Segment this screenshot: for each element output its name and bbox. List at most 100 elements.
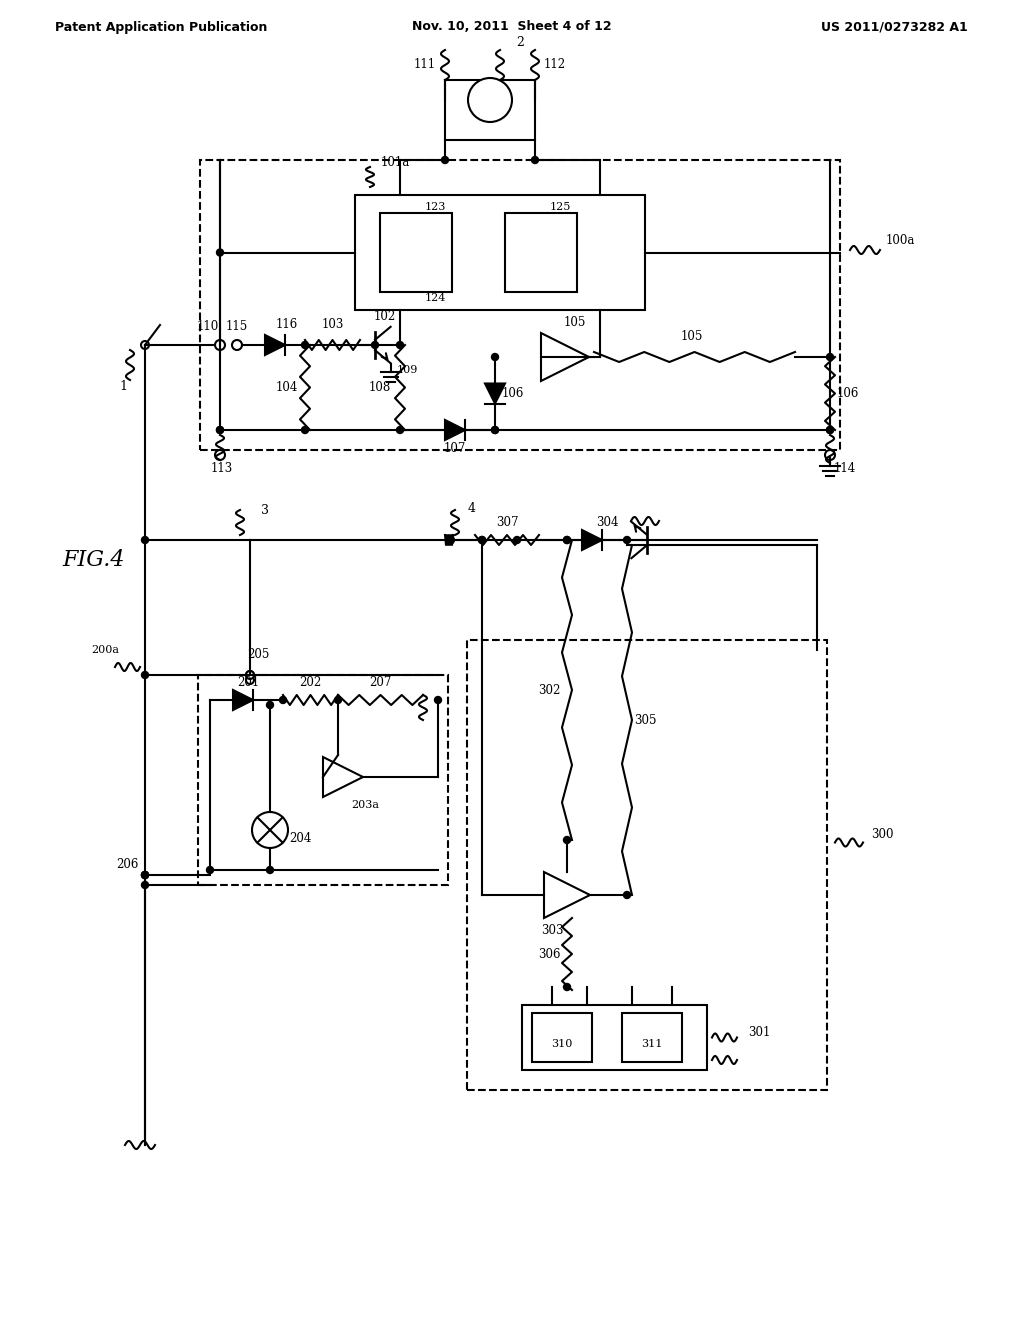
Circle shape <box>252 812 288 847</box>
Text: Patent Application Publication: Patent Application Publication <box>55 21 267 33</box>
Circle shape <box>216 426 223 433</box>
Circle shape <box>492 426 499 433</box>
Polygon shape <box>233 690 253 710</box>
Circle shape <box>280 697 287 704</box>
Circle shape <box>826 426 834 433</box>
Text: 207: 207 <box>370 676 392 689</box>
Text: 206: 206 <box>116 858 138 871</box>
Circle shape <box>141 882 148 888</box>
Circle shape <box>141 536 148 544</box>
Bar <box>445 81 535 140</box>
Circle shape <box>266 701 273 709</box>
Bar <box>467 640 827 1090</box>
Text: 300: 300 <box>870 828 893 841</box>
Circle shape <box>246 676 254 684</box>
Circle shape <box>563 536 570 544</box>
Text: 125: 125 <box>549 202 570 213</box>
Text: 123: 123 <box>424 202 445 213</box>
Text: 304: 304 <box>596 516 618 528</box>
Circle shape <box>215 341 225 350</box>
Circle shape <box>446 536 454 544</box>
Text: 106: 106 <box>837 387 859 400</box>
Text: 116: 116 <box>275 318 298 331</box>
Text: 108: 108 <box>369 381 391 393</box>
Circle shape <box>246 671 254 678</box>
Text: 102: 102 <box>374 310 396 323</box>
Text: 200a: 200a <box>91 645 119 655</box>
Circle shape <box>825 450 835 459</box>
Text: 112: 112 <box>544 58 566 71</box>
Bar <box>522 1005 707 1071</box>
Circle shape <box>335 697 341 704</box>
Circle shape <box>141 871 148 879</box>
Circle shape <box>434 697 441 704</box>
Bar <box>355 195 645 310</box>
Circle shape <box>141 871 148 879</box>
Text: 101a: 101a <box>380 157 410 169</box>
Circle shape <box>372 342 379 348</box>
Bar <box>622 1012 682 1063</box>
Bar <box>380 213 452 292</box>
Text: 114: 114 <box>834 462 856 474</box>
Text: 4: 4 <box>468 502 476 515</box>
Circle shape <box>301 342 308 348</box>
Circle shape <box>441 157 449 164</box>
Text: 105: 105 <box>564 315 586 329</box>
Text: 1: 1 <box>119 380 127 393</box>
Text: 2: 2 <box>516 37 524 49</box>
Circle shape <box>468 78 512 121</box>
Text: 111: 111 <box>414 58 436 71</box>
Text: 105: 105 <box>681 330 703 343</box>
Circle shape <box>247 672 254 678</box>
Text: 203a: 203a <box>351 800 379 810</box>
Text: 310: 310 <box>551 1039 572 1049</box>
Text: 104: 104 <box>275 381 298 393</box>
Text: 100a: 100a <box>886 234 914 247</box>
Text: 305: 305 <box>634 714 656 726</box>
Circle shape <box>478 536 485 544</box>
Circle shape <box>215 450 225 459</box>
Circle shape <box>216 249 223 256</box>
Text: 124: 124 <box>424 293 445 304</box>
Circle shape <box>207 866 213 874</box>
Polygon shape <box>541 333 589 381</box>
Text: 107: 107 <box>443 441 466 454</box>
Text: 204: 204 <box>289 832 311 845</box>
Text: 302: 302 <box>538 684 560 697</box>
Circle shape <box>624 891 631 899</box>
Circle shape <box>141 672 148 678</box>
Circle shape <box>826 426 834 433</box>
Circle shape <box>624 536 631 544</box>
Text: 311: 311 <box>641 1039 663 1049</box>
Circle shape <box>563 837 570 843</box>
Circle shape <box>513 536 520 544</box>
Circle shape <box>563 536 570 544</box>
Polygon shape <box>485 384 505 404</box>
Circle shape <box>492 426 499 433</box>
Bar <box>532 1012 592 1063</box>
Circle shape <box>266 866 273 874</box>
Bar <box>198 675 449 884</box>
Text: 303: 303 <box>541 924 563 936</box>
Polygon shape <box>544 873 590 917</box>
Text: Nov. 10, 2011  Sheet 4 of 12: Nov. 10, 2011 Sheet 4 of 12 <box>413 21 611 33</box>
Circle shape <box>396 426 403 433</box>
Polygon shape <box>445 420 465 440</box>
Text: 307: 307 <box>496 516 518 528</box>
Text: 103: 103 <box>322 318 344 331</box>
Text: 301: 301 <box>748 1026 770 1039</box>
Polygon shape <box>265 335 285 355</box>
Text: 115: 115 <box>226 321 248 334</box>
Bar <box>505 213 577 292</box>
Polygon shape <box>582 531 602 550</box>
Circle shape <box>492 354 499 360</box>
Polygon shape <box>323 756 362 797</box>
Text: 3: 3 <box>261 503 269 516</box>
Text: 113: 113 <box>211 462 233 474</box>
Circle shape <box>232 341 242 350</box>
Circle shape <box>531 157 539 164</box>
Circle shape <box>396 342 403 348</box>
Text: 110: 110 <box>197 321 219 334</box>
Bar <box>200 160 840 450</box>
Text: 202: 202 <box>299 676 322 689</box>
